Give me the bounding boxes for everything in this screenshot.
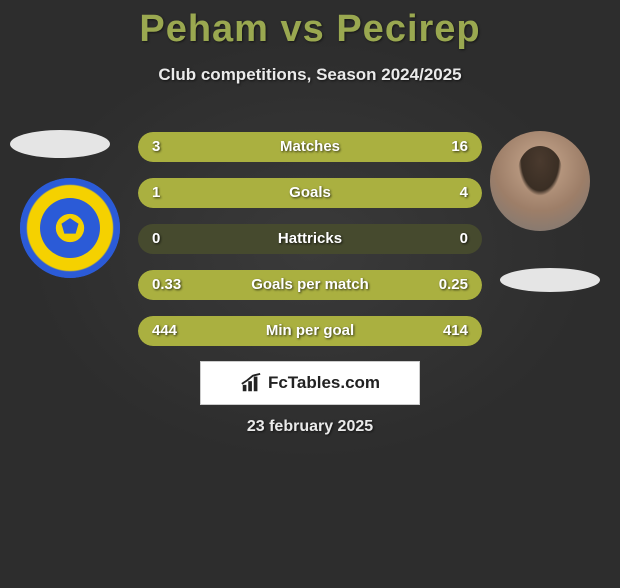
value-right: 0.25	[439, 270, 468, 300]
value-right: 4	[460, 178, 468, 208]
stat-row-hattricks: 0 Hattricks 0	[138, 224, 482, 254]
club-badge-left	[20, 178, 120, 278]
stat-label: Min per goal	[138, 316, 482, 346]
source-logo: FcTables.com	[200, 361, 420, 405]
value-right: 0	[460, 224, 468, 254]
value-right: 16	[451, 132, 468, 162]
stat-label: Hattricks	[138, 224, 482, 254]
stat-row-goals: 1 Goals 4	[138, 178, 482, 208]
club-badge-inner	[40, 198, 100, 258]
stat-row-matches: 3 Matches 16	[138, 132, 482, 162]
football-icon	[53, 211, 87, 245]
club-badge-right-placeholder	[500, 268, 600, 292]
stat-label: Goals per match	[138, 270, 482, 300]
value-right: 414	[443, 316, 468, 346]
player-left-avatar-placeholder	[10, 130, 110, 158]
stats-table: 3 Matches 16 1 Goals 4 0 Hattricks 0 0.3…	[138, 132, 482, 362]
date: 23 february 2025	[0, 418, 620, 436]
page-title: Peham vs Pecirep	[0, 8, 620, 51]
player-right-avatar	[490, 131, 590, 231]
stat-label: Goals	[138, 178, 482, 208]
stat-row-gpm: 0.33 Goals per match 0.25	[138, 270, 482, 300]
chart-icon	[240, 372, 262, 394]
subtitle: Club competitions, Season 2024/2025	[0, 65, 620, 85]
stat-label: Matches	[138, 132, 482, 162]
source-logo-text: FcTables.com	[268, 373, 380, 393]
stat-row-mpg: 444 Min per goal 414	[138, 316, 482, 346]
